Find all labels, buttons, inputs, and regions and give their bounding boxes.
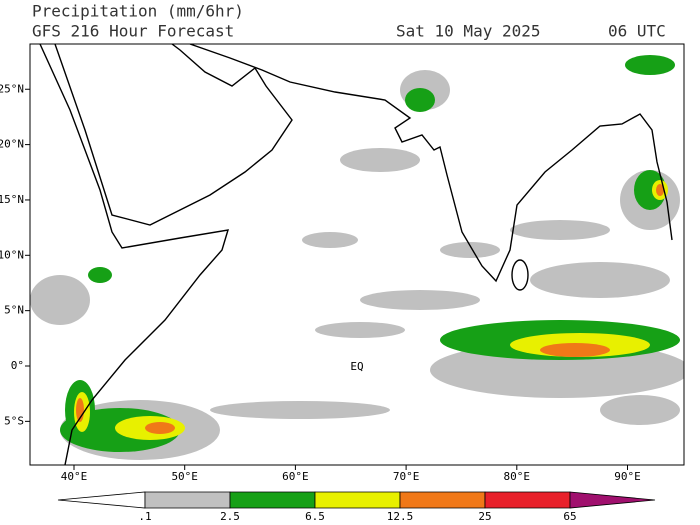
eq-label: EQ xyxy=(350,360,363,373)
lon-label: 70°E xyxy=(393,470,420,483)
map-frame xyxy=(29,43,685,466)
lat-label: 15°N xyxy=(0,193,24,206)
colorbar-label: 65 xyxy=(563,510,576,523)
colorbar-segment xyxy=(399,491,486,509)
precip-field xyxy=(30,55,684,460)
colorbar-label: 25 xyxy=(478,510,491,523)
colorbar-label: 12.5 xyxy=(387,510,414,523)
lon-label: 60°E xyxy=(282,470,309,483)
colorbar-segment xyxy=(144,491,231,509)
lon-label: 80°E xyxy=(504,470,531,483)
colorbar-segment xyxy=(57,491,146,509)
lon-label: 40°E xyxy=(61,470,88,483)
lat-label: 5°N xyxy=(4,304,24,317)
lon-label: 50°E xyxy=(171,470,198,483)
lat-label: 0° xyxy=(11,359,24,372)
colorbar-segment xyxy=(569,491,656,509)
title: Precipitation (mm/6hr) xyxy=(32,2,244,21)
colorbar-segment xyxy=(314,491,401,509)
lat-label: 20°N xyxy=(0,138,24,151)
lat-label: 5°S xyxy=(4,414,24,427)
colorbar-label: .1 xyxy=(138,510,151,523)
coastline xyxy=(39,44,673,465)
time: 06 UTC xyxy=(608,22,666,41)
forecast: GFS 216 Hour Forecast xyxy=(32,22,234,41)
lon-label: 90°E xyxy=(614,470,641,483)
colorbar-label: 2.5 xyxy=(220,510,240,523)
lat-label: 25°N xyxy=(0,82,24,95)
colorbar-segment xyxy=(229,491,316,509)
date: Sat 10 May 2025 xyxy=(396,22,541,41)
colorbar-segment xyxy=(484,491,571,509)
colorbar-label: 6.5 xyxy=(305,510,325,523)
lat-label: 10°N xyxy=(0,248,24,261)
